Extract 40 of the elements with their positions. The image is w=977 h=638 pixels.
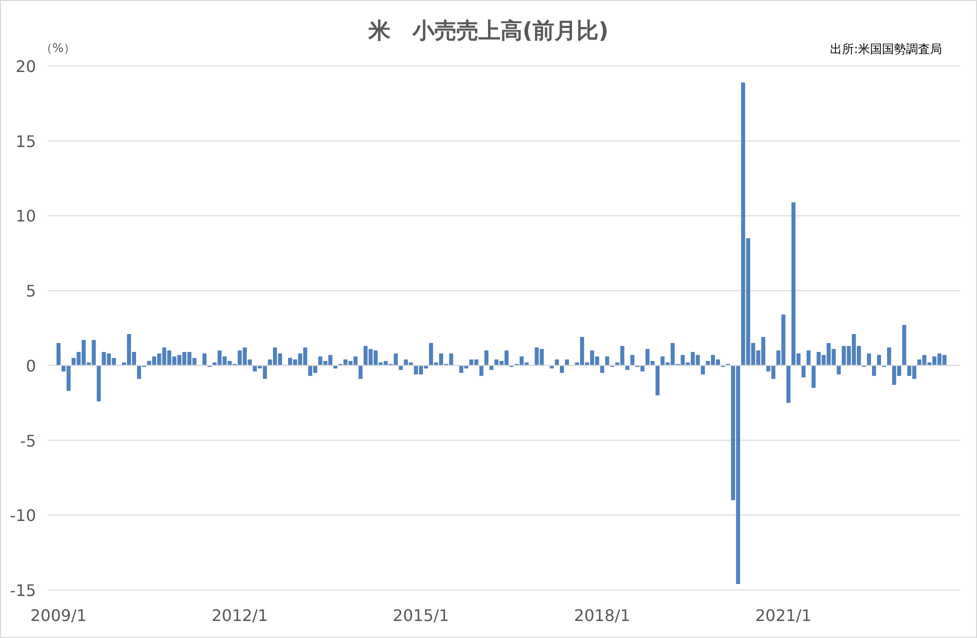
text: 出所:米国国勢調査局 <box>830 42 942 56</box>
x-tick-label: 2018/1 <box>574 606 630 625</box>
bar <box>600 365 604 373</box>
bar <box>872 365 876 376</box>
x-tick-label: 2012/1 <box>212 606 268 625</box>
bar <box>700 365 705 374</box>
y-tick-label: 10 <box>16 206 36 226</box>
chart-title: 米 小売売上高(前月比) <box>367 18 609 44</box>
y-tick-label: 15 <box>16 132 36 151</box>
bar <box>656 365 660 396</box>
y-tick-label: 5 <box>26 282 36 301</box>
y-tick-label: -15 <box>10 581 36 600</box>
bar <box>484 350 488 366</box>
bar <box>877 354 882 366</box>
bar <box>902 325 906 366</box>
bar <box>96 365 101 402</box>
y-axis-title: （%） <box>40 41 76 55</box>
bar <box>202 353 207 366</box>
bar <box>605 356 610 366</box>
y-tick-label: 0 <box>26 356 36 376</box>
bar <box>836 365 841 374</box>
bar <box>887 347 892 366</box>
bar <box>866 353 871 366</box>
bar <box>786 365 790 403</box>
x-tick-label: 2015/1 <box>392 606 450 625</box>
bar <box>564 359 569 366</box>
x-tick-label: 2021/1 <box>755 606 812 625</box>
bar <box>358 365 363 379</box>
bar <box>806 350 811 366</box>
bar <box>812 365 816 388</box>
y-tick-label: 20 <box>16 57 36 76</box>
y-tick-label: -10 <box>10 506 36 526</box>
bar <box>56 342 61 366</box>
bar <box>802 365 806 378</box>
x-tick-label: 2009/1 <box>30 606 87 625</box>
y-tick-label: -5 <box>20 431 36 450</box>
bar <box>630 354 634 366</box>
bar <box>554 359 559 366</box>
bar <box>479 365 484 376</box>
bar <box>560 365 564 373</box>
